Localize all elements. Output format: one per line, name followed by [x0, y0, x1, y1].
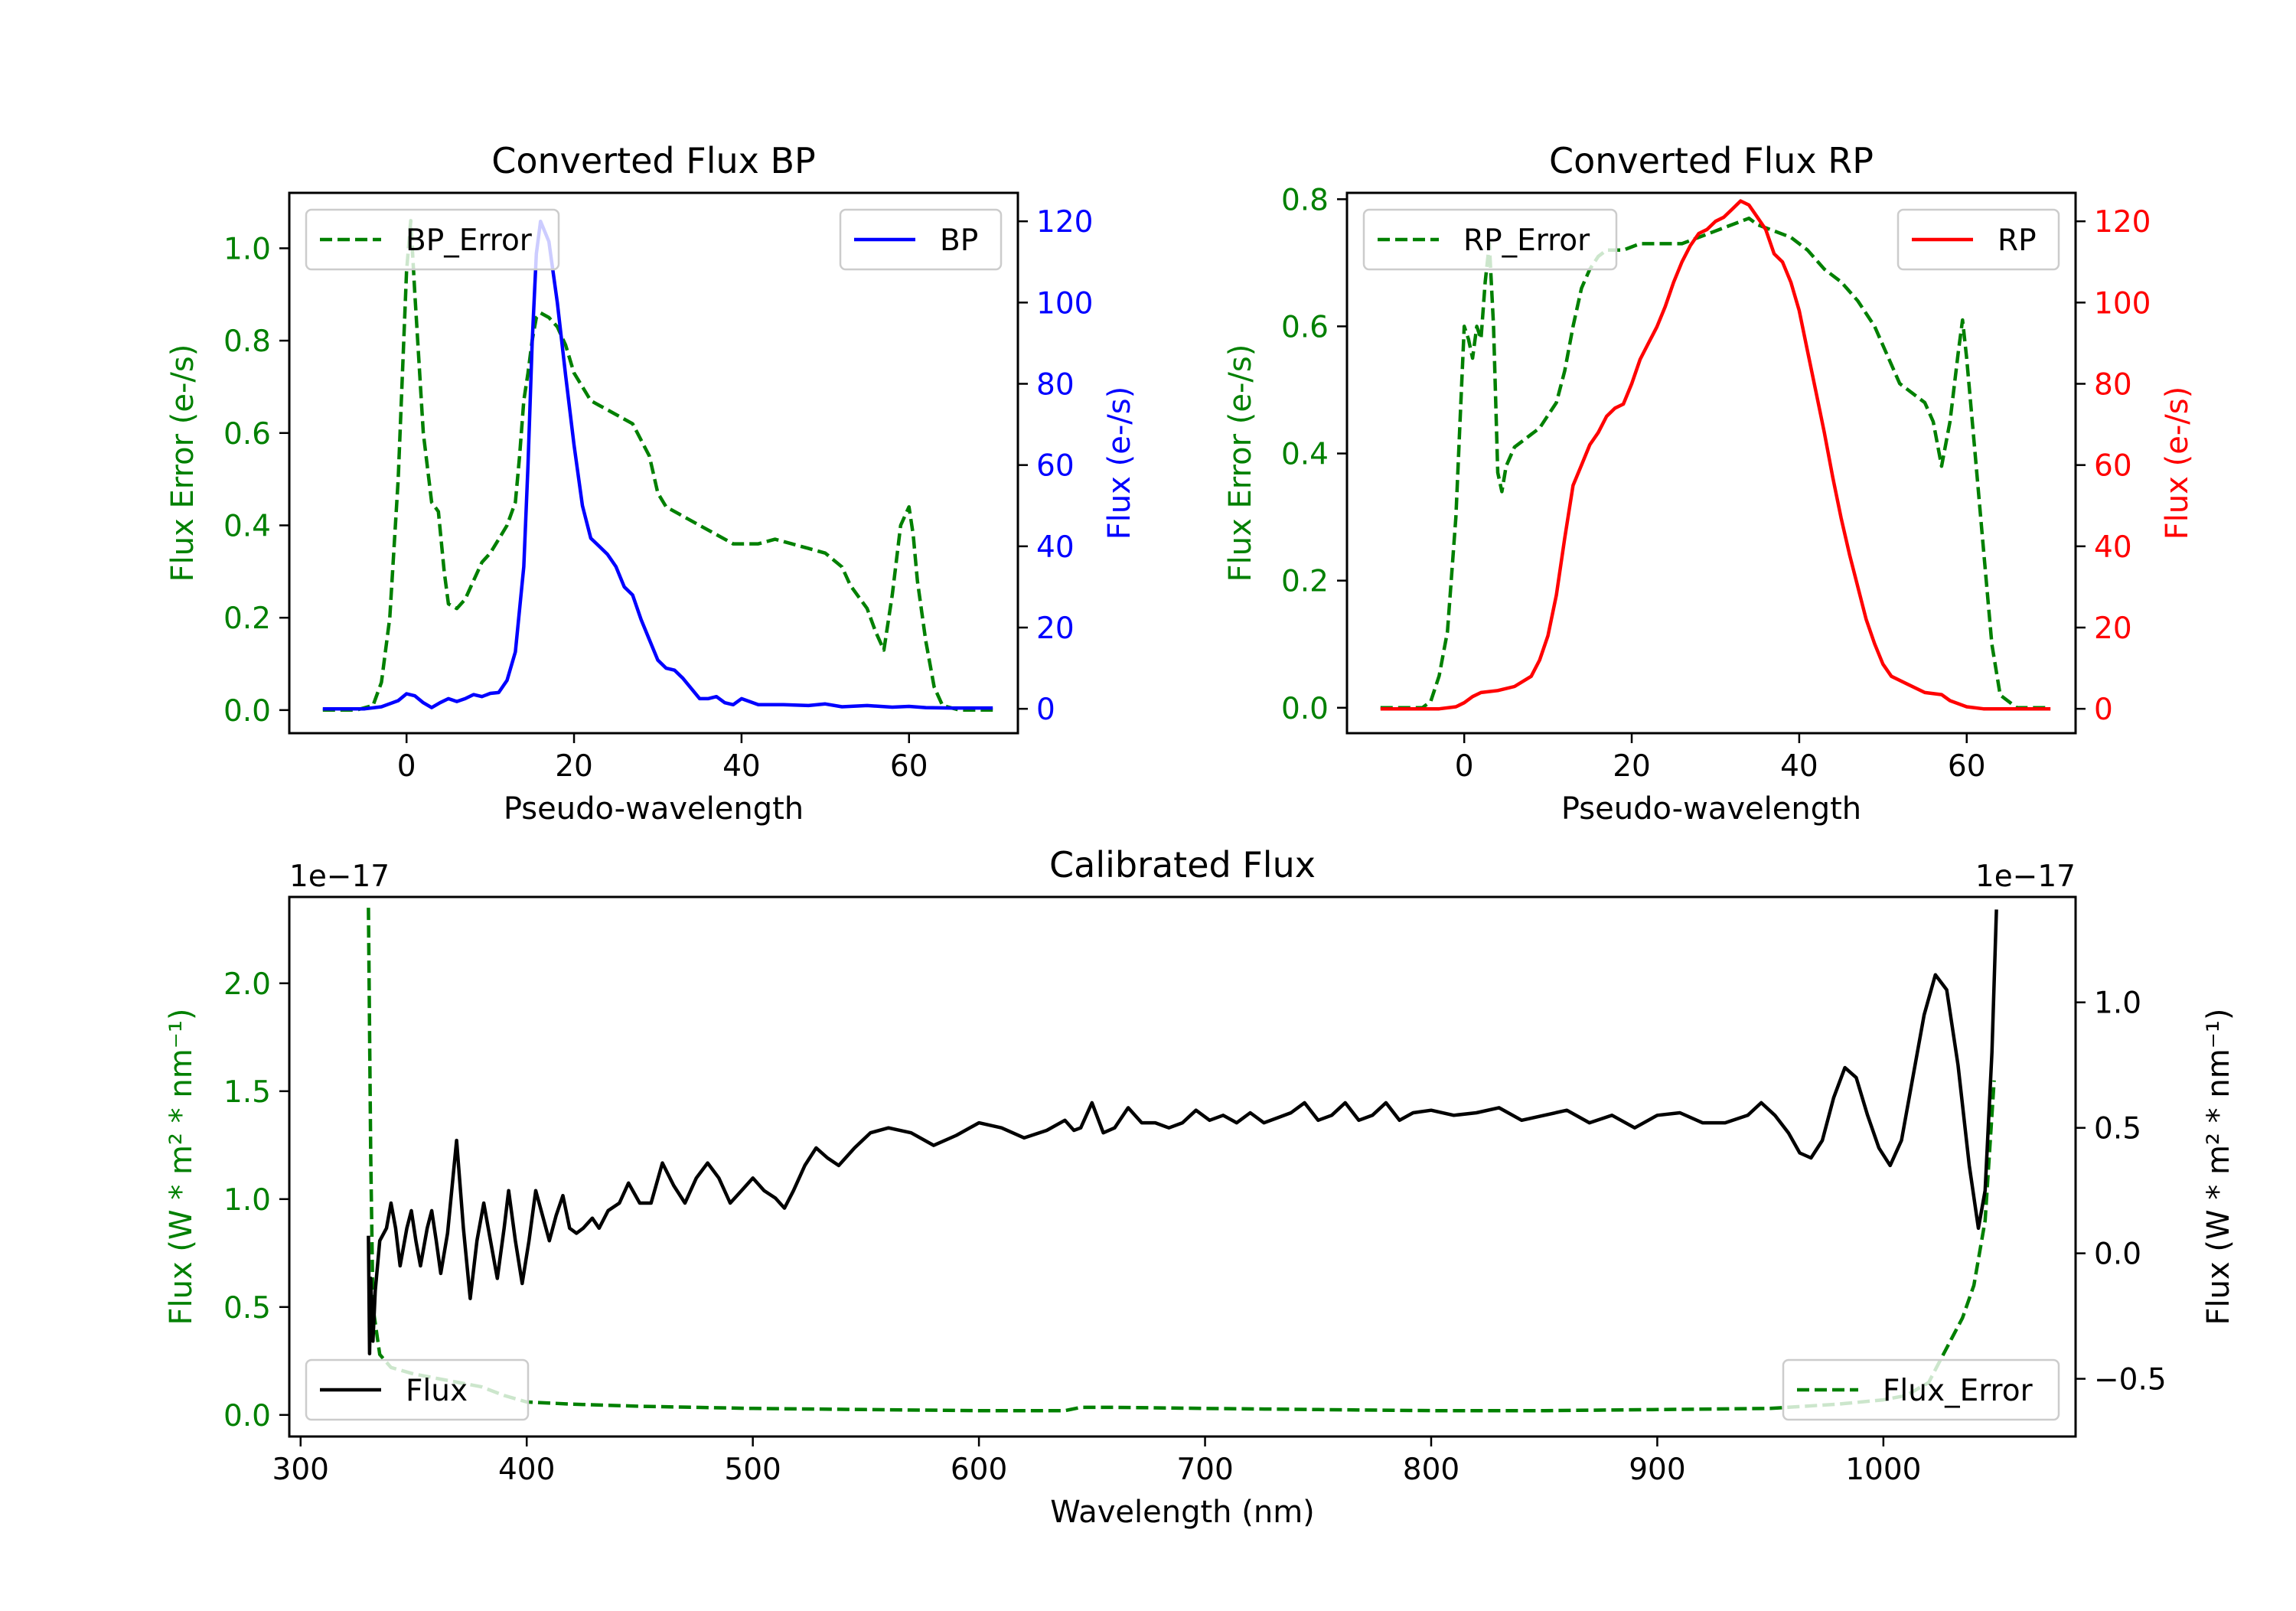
cal-legend-left: Flux	[305, 1358, 530, 1421]
rp-y-right-tick-label: 20	[2094, 611, 2132, 646]
bp-y-left-tick-label: 0.8	[223, 324, 271, 359]
bp-y-left-tick-label: 0.4	[223, 509, 271, 543]
bp-y-left-tick-label: 0.0	[223, 694, 271, 729]
cal-x-tick-label: 800	[1403, 1453, 1459, 1487]
rp-y-left-tick-label: 0.4	[1281, 438, 1329, 472]
cal-offset-left: 1e−17	[289, 859, 390, 894]
rp-y-right-tick-label: 100	[2094, 286, 2151, 321]
cal-legend-box	[1782, 1358, 2060, 1421]
rp-y-right-label: Flux (e-/s)	[2160, 386, 2195, 540]
cal-x-tick-label: 500	[724, 1453, 781, 1487]
cal-y-left-tick-label: 2.0	[223, 967, 271, 1002]
rp-y-right-tick-label: 40	[2094, 530, 2132, 565]
rp-y-left-label: Flux Error (e-/s)	[1223, 344, 1258, 582]
rp-legend-label: RP_Error	[1463, 223, 1590, 258]
rp-legend-box	[1896, 208, 2060, 271]
rp-legend-right: RP	[1896, 208, 2060, 271]
rp-x-tick-label: 20	[1613, 749, 1651, 784]
bp-x-tick-label: 60	[890, 749, 928, 784]
bp-y-right-tick-label: 20	[1036, 611, 1075, 646]
cal-y-left-tick-label: 0.0	[223, 1399, 271, 1433]
bp-y-right-label: Flux (e-/s)	[1102, 386, 1137, 540]
bp-y-right-tick-label: 80	[1036, 367, 1075, 402]
cal-title: Calibrated Flux	[1049, 844, 1316, 885]
bp-series-bp-error	[322, 218, 993, 713]
rp-chart: 0 20 40 60 0.0 0.2 0.4 0.6 0.8 0 20 40 60 80 100 120 Con…	[1223, 140, 2195, 827]
bp-legend-label: BP	[940, 223, 978, 258]
cal-offset-right: 1e−17	[1975, 859, 2076, 894]
cal-x-tick-label: 700	[1176, 1453, 1233, 1487]
cal-series-flux	[367, 909, 1998, 1356]
bp-legend-right: BP	[839, 208, 1003, 271]
rp-x-tick-label: 0	[1455, 749, 1474, 784]
rp-y-left-tick-label: 0.0	[1281, 692, 1329, 726]
cal-x-tick-label: 600	[951, 1453, 1007, 1487]
cal-x-label: Wavelength (nm)	[1050, 1495, 1315, 1530]
bp-y-left-tick-label: 0.2	[223, 602, 271, 636]
rp-y-right-tick-label: 60	[2094, 449, 2132, 484]
rp-title: Converted Flux RP	[1549, 140, 1874, 181]
rp-legend-box	[1362, 208, 1618, 271]
cal-legend-right: Flux_Error	[1782, 1358, 2060, 1421]
bp-x-tick-label: 20	[555, 749, 593, 784]
rp-legend-label: RP	[1998, 223, 2037, 258]
cal-x-tick-label: 1000	[1845, 1453, 1921, 1487]
bp-legend-left: BP_Error	[305, 208, 560, 271]
bp-y-right-tick-label: 60	[1036, 449, 1075, 484]
bp-chart: 0 20 40 60 0.0 0.2 0.4 0.6 0.8 1.0 0 20 40 60 80 100 120…	[165, 140, 1137, 827]
cal-chart: 300 400 500 600 700 800 900 1000 0.0 0.5 1.0 1.5 2.0…	[164, 844, 2236, 1530]
rp-x-tick-label: 60	[1948, 749, 1986, 784]
bp-legend-box	[839, 208, 1003, 271]
rp-plot-frame	[1345, 191, 2077, 735]
bp-title: Converted Flux BP	[491, 140, 816, 181]
cal-y-left-label: Flux (W * m² * nm⁻¹)	[164, 1009, 199, 1326]
cal-y-right-tick-label: 0.0	[2094, 1238, 2141, 1272]
cal-y-right-tick-label: −0.5	[2094, 1363, 2167, 1397]
bp-x-label: Pseudo-wavelength	[504, 791, 804, 827]
bp-y-right-tick-label: 120	[1036, 205, 1093, 240]
bp-y-left-tick-label: 0.6	[223, 417, 271, 452]
bp-legend-label: BP_Error	[406, 223, 533, 258]
cal-y-right-tick-label: 0.5	[2094, 1112, 2141, 1146]
cal-y-right-label: Flux (W * m² * nm⁻¹)	[2201, 1009, 2236, 1326]
cal-y-left-tick-label: 0.5	[223, 1291, 271, 1326]
rp-x-label: Pseudo-wavelength	[1561, 791, 1861, 827]
rp-y-right-tick-label: 80	[2094, 367, 2132, 402]
bp-y-right-tick-label: 100	[1036, 286, 1093, 321]
cal-legend-label: Flux	[406, 1374, 468, 1408]
cal-y-left-tick-label: 1.0	[223, 1183, 271, 1218]
bp-plot-frame	[288, 191, 1019, 735]
bp-x-tick-label: 40	[722, 749, 761, 784]
bp-x-tick-label: 0	[397, 749, 416, 784]
cal-legend-box	[305, 1358, 530, 1421]
rp-y-right-tick-label: 0	[2094, 693, 2113, 727]
rp-series-rp	[1380, 199, 2051, 711]
bp-legend-box	[305, 208, 560, 271]
cal-x-tick-label: 400	[498, 1453, 555, 1487]
cal-x-tick-label: 300	[272, 1453, 329, 1487]
cal-y-right-tick-label: 1.0	[2094, 986, 2141, 1021]
rp-y-right-tick-label: 120	[2094, 205, 2151, 240]
cal-plot-frame	[288, 895, 2077, 1438]
cal-y-left-tick-label: 1.5	[223, 1075, 271, 1110]
rp-series-rp-error	[1380, 216, 2051, 710]
bp-y-right-tick-label: 0	[1036, 693, 1055, 727]
cal-x-tick-label: 900	[1629, 1453, 1685, 1487]
rp-legend-left: RP_Error	[1362, 208, 1618, 271]
bp-y-right-tick-label: 40	[1036, 530, 1075, 565]
rp-y-left-tick-label: 0.6	[1281, 310, 1329, 344]
cal-legend-label: Flux_Error	[1883, 1374, 2033, 1408]
rp-y-left-tick-label: 0.2	[1281, 565, 1329, 599]
rp-y-left-tick-label: 0.8	[1281, 183, 1329, 217]
bp-series-bp	[322, 219, 993, 711]
rp-x-tick-label: 40	[1780, 749, 1818, 784]
bp-y-left-tick-label: 1.0	[223, 232, 271, 266]
bp-y-left-label: Flux Error (e-/s)	[165, 344, 201, 582]
